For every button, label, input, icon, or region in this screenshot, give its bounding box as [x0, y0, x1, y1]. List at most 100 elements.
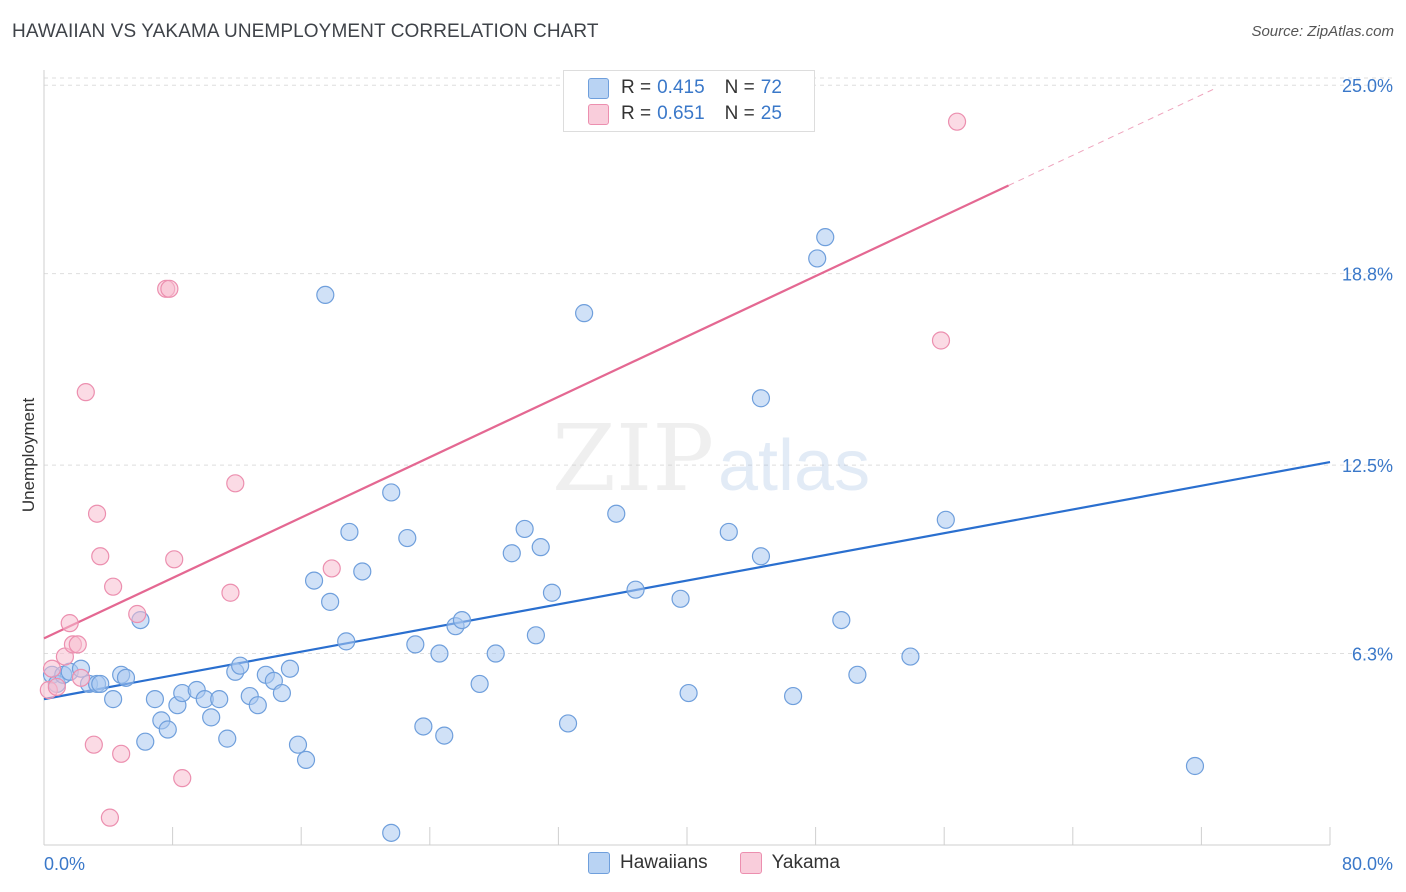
point-hawaiians [502, 544, 521, 563]
trend-line-yakama-extension [1008, 86, 1218, 186]
x-tick-label: 0.0% [44, 854, 85, 874]
point-hawaiians [575, 304, 594, 323]
point-yakama [100, 808, 120, 827]
y-tick-label: 12.5% [1342, 456, 1393, 476]
point-hawaiians [116, 668, 136, 687]
point-hawaiians [288, 735, 308, 754]
point-yakama [112, 744, 131, 763]
legend-n-value: 25 [760, 103, 782, 124]
point-hawaiians [337, 632, 356, 651]
point-yakama [71, 668, 91, 687]
point-hawaiians [671, 589, 690, 608]
bottom-legend-yakama: Yakama [739, 852, 840, 874]
point-hawaiians [542, 583, 562, 602]
bottom-legend-label-yakama: Yakama [771, 852, 840, 873]
x-tick-label: 80.0% [1342, 854, 1393, 874]
point-hawaiians [218, 729, 237, 748]
point-yakama [947, 112, 967, 131]
point-yakama [931, 331, 951, 350]
point-hawaiians [210, 690, 229, 709]
point-hawaiians [832, 610, 851, 630]
point-hawaiians [626, 580, 645, 599]
point-hawaiians [531, 538, 550, 557]
point-hawaiians [316, 285, 335, 305]
point-hawaiians [91, 674, 110, 694]
legend-swatch-hawaiians [588, 77, 609, 99]
point-hawaiians [136, 732, 155, 751]
point-yakama [47, 677, 66, 697]
point-hawaiians [435, 726, 454, 745]
point-hawaiians [398, 528, 417, 548]
point-hawaiians [430, 644, 449, 663]
grid-lines [44, 77, 1395, 655]
point-hawaiians [382, 483, 401, 502]
trend-line-yakama [43, 184, 1009, 640]
point-yakama [226, 474, 245, 493]
point-hawaiians [751, 389, 771, 408]
point-hawaiians [751, 547, 771, 566]
source-label: Source: ZipAtlas.com [1251, 23, 1394, 40]
y-tick-label: 6.3% [1352, 645, 1393, 665]
point-yakama [221, 583, 240, 602]
point-hawaiians [272, 683, 292, 703]
point-hawaiians [158, 720, 177, 739]
point-hawaiians [719, 522, 738, 542]
point-hawaiians [901, 647, 920, 666]
legend-n-label: N = [724, 103, 755, 124]
legend-swatch-yakama [588, 103, 609, 125]
point-hawaiians [353, 562, 372, 581]
point-hawaiians [280, 659, 300, 678]
legend-n-value: 72 [760, 77, 782, 98]
point-hawaiians [783, 686, 803, 706]
trend-line-hawaiians [43, 460, 1331, 701]
legend-r-value: 0.415 [657, 77, 705, 98]
y-tick-label: 18.8% [1342, 265, 1393, 285]
point-hawaiians [515, 519, 534, 539]
bottom-legend-swatch-yakama [739, 852, 762, 874]
point-hawaiians [470, 674, 489, 694]
point-hawaiians [321, 592, 340, 611]
point-hawaiians [296, 750, 316, 770]
point-yakama [68, 635, 87, 654]
legend-r-label: R = [621, 77, 652, 98]
legend-r-value: 0.651 [657, 103, 705, 124]
point-yakama [84, 735, 103, 754]
legend-r-label: R = [621, 103, 652, 124]
point-hawaiians [304, 571, 324, 590]
point-hawaiians [816, 228, 835, 247]
point-hawaiians [936, 510, 955, 529]
point-hawaiians [104, 690, 123, 709]
point-hawaiians [1185, 756, 1205, 776]
point-hawaiians [607, 504, 626, 523]
y-tick-label: 25.0% [1342, 76, 1393, 96]
point-hawaiians [414, 717, 433, 736]
point-hawaiians [808, 249, 827, 268]
point-hawaiians [145, 690, 165, 709]
chart-title: HAWAIIAN VS YAKAMA UNEMPLOYMENT CORRELAT… [12, 21, 599, 42]
watermark-zip: ZIP [552, 405, 714, 512]
point-hawaiians [406, 635, 425, 654]
point-yakama [104, 577, 123, 596]
point-yakama [91, 547, 110, 566]
point-yakama [173, 769, 192, 788]
y-axis-label: Unemployment [19, 398, 38, 513]
axes [43, 70, 1331, 846]
trend-lines [43, 86, 1331, 701]
point-yakama [128, 604, 147, 624]
bottom-legend-label-hawaiians: Hawaiians [620, 852, 708, 873]
point-hawaiians [382, 823, 401, 842]
point-yakama [322, 559, 341, 578]
bottom-legend: Hawaiians Yakama [588, 852, 872, 874]
point-hawaiians [679, 683, 698, 703]
point-yakama [160, 279, 179, 298]
point-hawaiians [248, 696, 267, 715]
point-hawaiians [231, 656, 250, 675]
point-hawaiians [558, 714, 578, 733]
legend-row-hawaiians: R = 0.415 N = 72 [588, 76, 782, 100]
watermark: ZIP atlas [552, 405, 870, 512]
point-hawaiians [526, 626, 545, 645]
bottom-legend-hawaiians: Hawaiians [588, 852, 708, 874]
legend: R = 0.415 N = 72 R = 0.651 N = 25 [563, 70, 815, 132]
point-hawaiians [486, 644, 505, 663]
